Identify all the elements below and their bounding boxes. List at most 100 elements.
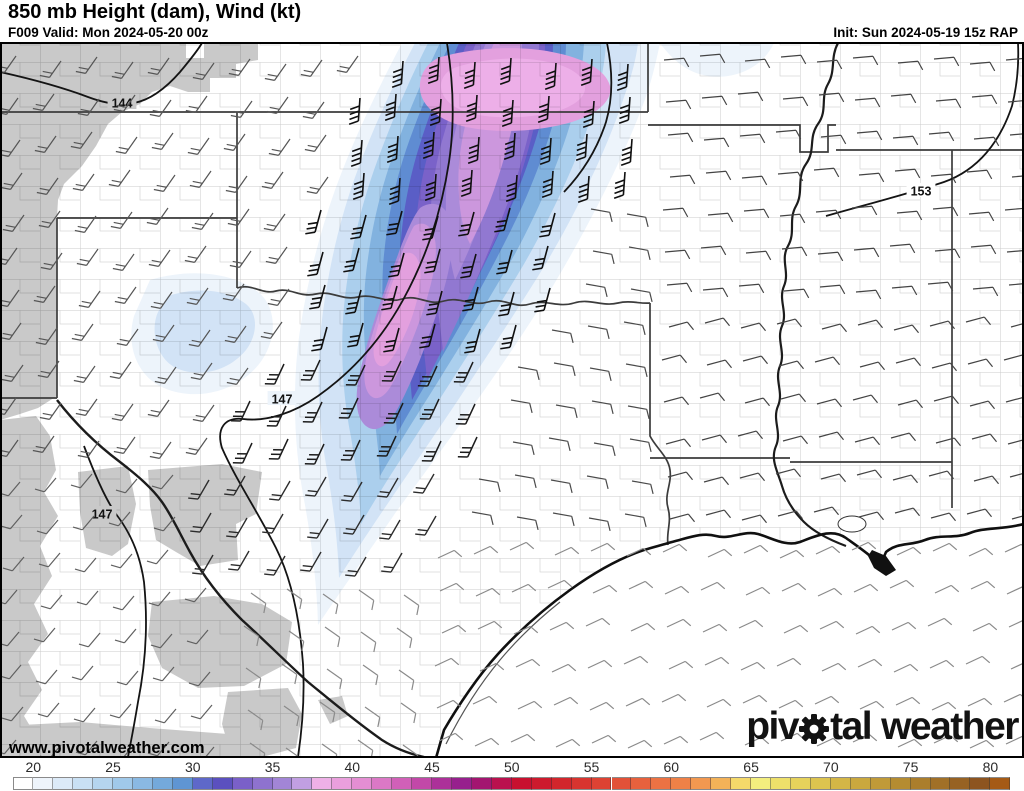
wind-barb	[184, 587, 207, 603]
wind-barb	[499, 57, 512, 86]
wind-barb	[384, 93, 397, 122]
wind-barb	[108, 169, 131, 187]
wind-barb	[77, 440, 100, 458]
wind-barb	[704, 317, 731, 327]
wind-barb	[510, 733, 536, 743]
wind-barb	[890, 432, 917, 442]
wind-barb	[541, 170, 554, 199]
wind-barb	[665, 99, 692, 110]
wind-barb	[185, 437, 208, 455]
wind-barb	[192, 746, 215, 758]
wind-barb	[229, 250, 252, 268]
wind-barb	[300, 59, 323, 77]
wind-barb	[664, 249, 691, 260]
wind-barb	[192, 554, 214, 575]
wind-barb	[192, 62, 215, 80]
wind-barb	[855, 625, 881, 635]
wind-barb	[154, 708, 177, 724]
wind-barb	[109, 361, 132, 379]
wind-barb	[616, 63, 629, 92]
wind-barb	[264, 63, 287, 81]
wind-barb	[856, 469, 883, 479]
wind-barb	[419, 398, 440, 420]
wind-barb	[398, 669, 415, 691]
wind-barb	[1, 589, 18, 605]
wind-barb	[74, 215, 97, 233]
wind-barb	[439, 582, 465, 592]
wind-barb	[745, 250, 772, 261]
wind-barb	[852, 733, 878, 743]
colorbar-cell	[471, 777, 492, 790]
wind-barb	[589, 701, 615, 711]
wind-barb	[779, 213, 806, 224]
brand-logo: piv tal weather	[746, 705, 1019, 749]
wind-barb	[893, 324, 920, 334]
wind-barb	[190, 704, 213, 720]
wind-barb	[345, 289, 362, 315]
colorbar-cell	[970, 777, 991, 790]
wind-barb	[192, 404, 215, 422]
colorbar-cell	[511, 777, 532, 790]
wind-barb	[264, 363, 285, 385]
wind-barb	[737, 430, 764, 440]
rio-grande-river	[56, 399, 425, 758]
wind-barb	[39, 402, 62, 420]
wind-barb	[780, 54, 807, 65]
wind-barb	[706, 698, 732, 708]
wind-barb	[970, 244, 997, 255]
wind-barb	[152, 324, 175, 342]
wind-barb	[778, 699, 804, 709]
wind-barb	[628, 580, 654, 590]
wind-barb	[580, 58, 593, 87]
wind-barb	[345, 556, 367, 577]
wind-barb	[223, 133, 246, 151]
rivers	[56, 42, 847, 758]
wind-barb	[818, 431, 845, 441]
wind-barb	[892, 135, 919, 146]
colorbar-cell	[232, 777, 253, 790]
wind-barb	[814, 695, 840, 705]
wind-barb	[1011, 513, 1023, 523]
wind-barb	[358, 589, 375, 611]
colorbar-cell	[731, 777, 752, 790]
wind-barb	[32, 435, 55, 453]
wind-barb	[109, 703, 132, 719]
colorbar-cell	[531, 777, 552, 790]
wind-barb	[897, 60, 924, 71]
colorbar-cell	[113, 777, 133, 790]
wind-barb	[973, 136, 1000, 147]
wind-barb	[386, 135, 399, 164]
wind-barb	[479, 662, 505, 672]
wind-barb	[668, 321, 695, 331]
wind-barb	[185, 95, 208, 113]
wind-barb	[427, 56, 440, 85]
wind-barb	[37, 360, 60, 378]
wind-barb	[537, 95, 550, 124]
wind-barb	[364, 706, 381, 728]
wind-barb	[534, 287, 551, 313]
colorbar-tick-label: 20	[25, 759, 42, 775]
wind-barb	[153, 516, 176, 532]
colorbar-tick-label: 65	[743, 759, 759, 775]
wind-barb	[745, 586, 771, 596]
colorbar-cell	[990, 777, 1011, 790]
colorbar-tick-label: 30	[184, 759, 201, 775]
wind-barb	[150, 633, 173, 649]
wind-barb	[889, 579, 915, 589]
wind-barb	[972, 622, 998, 632]
wind-barb	[1003, 693, 1023, 703]
wind-barb	[514, 474, 537, 489]
wind-barb	[228, 550, 250, 571]
wind-barb	[38, 552, 61, 568]
wind-barb	[515, 658, 541, 668]
wind-barb	[663, 735, 689, 745]
wind-barb	[895, 696, 921, 706]
logo-text-pre: piv	[746, 705, 799, 748]
wind-barb	[706, 359, 733, 369]
wind-barb	[589, 367, 612, 382]
wind-barb	[705, 509, 732, 519]
wind-barb	[509, 541, 535, 551]
wind-barb	[500, 324, 517, 350]
wind-barb	[188, 329, 211, 347]
wind-barb	[620, 138, 633, 167]
